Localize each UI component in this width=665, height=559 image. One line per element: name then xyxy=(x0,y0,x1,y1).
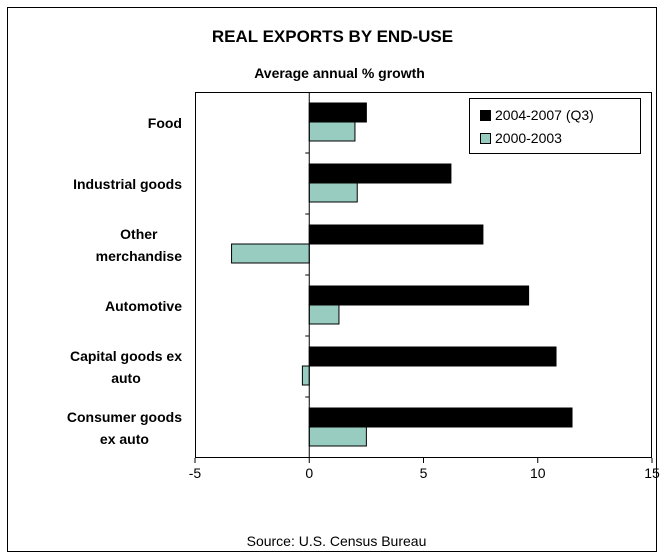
bar-1-1 xyxy=(308,102,367,123)
legend-item-series-2: 2000-2003 xyxy=(480,128,562,148)
category-label-2: Industrial goods xyxy=(73,173,182,195)
category-label-line-4-1: Automotive xyxy=(105,297,182,314)
x-tick-label-4: 10 xyxy=(529,465,546,481)
x-tick-label-1: -5 xyxy=(188,465,202,481)
legend-item-series-1: 2004-2007 (Q3) xyxy=(480,105,594,125)
category-label-line-2-1: Industrial goods xyxy=(73,175,182,192)
legend: 2004-2007 (Q3) 2000-2003 xyxy=(469,98,641,154)
bar-1-5 xyxy=(308,346,557,367)
source-note: Source: U.S. Census Bureau xyxy=(246,533,427,549)
chart-frame xyxy=(7,7,657,552)
bar-2-6 xyxy=(308,426,367,447)
category-label-line-3-1: Other xyxy=(120,225,158,242)
bar-2-4 xyxy=(308,304,340,325)
x-tick-label-2: 0 xyxy=(305,465,314,481)
bar-1-6 xyxy=(308,407,573,428)
category-label-line-1-1: Food xyxy=(147,114,182,131)
legend-swatch-series-2 xyxy=(480,132,491,144)
x-tick-label-5: 15 xyxy=(644,465,660,481)
bar-2-3 xyxy=(231,243,310,264)
legend-swatch-series-1 xyxy=(480,109,491,121)
category-label-line-6-1: Consumer goods xyxy=(66,408,182,425)
bar-2-2 xyxy=(308,182,358,203)
x-tick-label-3: 5 xyxy=(419,465,428,481)
category-label-3: Other merchandise xyxy=(96,223,182,267)
chart-title: REAL EXPORTS BY END-USE xyxy=(211,27,454,46)
bar-1-4 xyxy=(308,285,530,306)
category-label-line-5-2: auto xyxy=(111,369,141,386)
bar-2-1 xyxy=(308,121,356,142)
category-label-line-3-2: merchandise xyxy=(95,247,182,264)
bar-2-5 xyxy=(301,365,310,386)
category-label-6: Consumer goods ex auto xyxy=(67,406,182,450)
category-label-line-6-2: ex auto xyxy=(99,430,149,447)
bar-1-2 xyxy=(308,163,452,184)
category-label-4: Automotive xyxy=(105,295,182,317)
legend-label-series-1: 2004-2007 (Q3) xyxy=(495,107,594,123)
category-label-5: Capital goods ex auto xyxy=(70,345,182,389)
category-label-line-5-1: Capital goods ex xyxy=(69,347,182,364)
category-label-1: Food xyxy=(148,112,182,134)
legend-label-series-2: 2000-2003 xyxy=(495,130,562,146)
chart-subtitle: Average annual % growth xyxy=(254,65,425,81)
bar-1-3 xyxy=(308,224,484,245)
plot-area xyxy=(195,92,652,458)
